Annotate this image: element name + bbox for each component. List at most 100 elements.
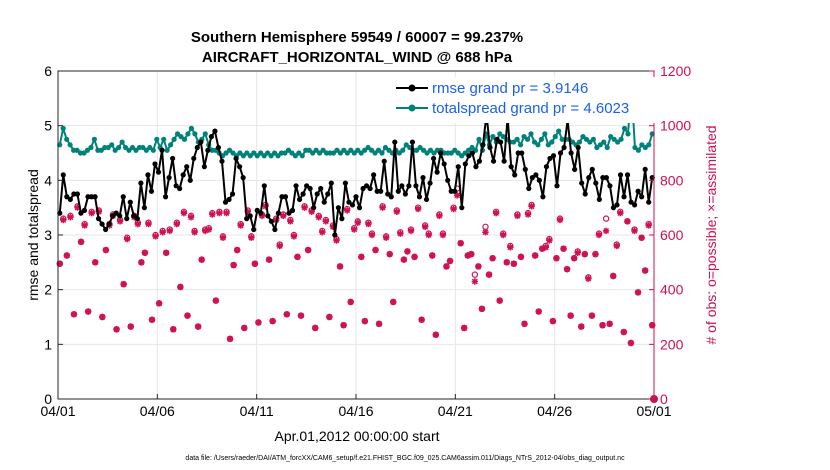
obs-assimilated-stroke bbox=[315, 214, 322, 221]
series-point bbox=[134, 216, 140, 222]
obs-assimilated-marker bbox=[159, 229, 166, 236]
y-axis-ticks: 0 1 2 3 4 5 6 bbox=[44, 63, 63, 407]
series-point bbox=[590, 136, 596, 142]
series-point bbox=[177, 185, 183, 192]
obs-assimilated-stroke bbox=[450, 206, 457, 212]
obs-assimilated-marker bbox=[212, 297, 220, 304]
obs-assimilated-marker bbox=[510, 260, 518, 267]
series-point bbox=[452, 188, 458, 194]
series-point bbox=[109, 142, 115, 148]
obs-assimilated-stroke bbox=[592, 251, 599, 258]
obs-assimilated-stroke bbox=[209, 211, 216, 218]
series-point bbox=[371, 172, 377, 178]
obs-assimilated-marker bbox=[546, 237, 553, 244]
series-point bbox=[400, 147, 406, 153]
legend-label-totalspread: totalspread grand pr = 4.6023 bbox=[432, 100, 629, 117]
y2-tick-label: 0 bbox=[660, 391, 668, 407]
obs-assimilated-stroke bbox=[216, 210, 223, 217]
series-point bbox=[332, 232, 338, 238]
series-point bbox=[64, 194, 70, 200]
obs-assimilated-marker bbox=[617, 209, 624, 217]
series-point bbox=[552, 134, 558, 140]
series-point bbox=[254, 207, 260, 213]
obs-assimilated-stroke bbox=[287, 218, 294, 225]
series-point bbox=[611, 136, 617, 142]
obs-assimilated-marker bbox=[507, 244, 514, 251]
obs-assimilated-marker bbox=[443, 263, 450, 270]
obs-assimilated-stroke bbox=[461, 325, 468, 331]
legend-box bbox=[393, 77, 655, 123]
series-point bbox=[126, 147, 132, 153]
obs-assimilated-stroke bbox=[234, 247, 241, 253]
series-point bbox=[131, 213, 137, 219]
obs-assimilated-stroke bbox=[92, 259, 99, 266]
obs-assimilated-marker bbox=[549, 317, 557, 325]
series-point bbox=[233, 155, 239, 162]
obs-assimilated-stroke bbox=[173, 221, 180, 227]
obs-assimilated-marker bbox=[390, 298, 397, 306]
obs-assimilated-marker bbox=[570, 255, 578, 262]
obs-assimilated-marker bbox=[358, 253, 365, 261]
series-point bbox=[129, 144, 136, 151]
obs-assimilated-stroke bbox=[81, 222, 88, 229]
obs-assimilated-marker bbox=[92, 259, 99, 266]
obs-assimilated-stroke bbox=[567, 312, 574, 319]
series-point bbox=[159, 147, 165, 153]
obs-assimilated-stroke bbox=[479, 305, 485, 312]
obs-assimilated-stroke bbox=[617, 210, 624, 217]
series-point bbox=[339, 216, 345, 222]
series-point bbox=[219, 158, 225, 164]
obs-assimilated-stroke bbox=[564, 266, 570, 273]
x-axis-ticks: 04/01 04/06 04/11 04/16 04/21 04/26 05/01 bbox=[40, 394, 672, 419]
series-point bbox=[561, 144, 567, 151]
obs-assimilated-marker bbox=[620, 328, 628, 336]
obs-assimilated-stroke bbox=[599, 322, 606, 329]
obs-assimilated-marker bbox=[148, 316, 156, 323]
obs-assimilated-stroke bbox=[471, 278, 478, 285]
series-point bbox=[181, 136, 188, 142]
obs-assimilated-stroke bbox=[191, 229, 198, 236]
obs-assimilated-marker bbox=[468, 250, 475, 258]
series-point bbox=[524, 136, 531, 142]
obs-assimilated-stroke bbox=[372, 247, 379, 253]
obs-assimilated-stroke bbox=[638, 234, 645, 241]
series-point bbox=[349, 202, 356, 208]
series-point bbox=[184, 164, 190, 170]
obs-assimilated-marker bbox=[180, 209, 188, 217]
obs-assimilated-stroke bbox=[631, 228, 638, 234]
series-point bbox=[543, 164, 550, 170]
obs-assimilated-stroke bbox=[447, 258, 453, 264]
obs-assimilated-stroke bbox=[159, 229, 166, 236]
obs-assimilated-marker bbox=[336, 263, 344, 270]
series-point bbox=[208, 134, 215, 140]
series-point bbox=[201, 164, 207, 170]
series-point bbox=[494, 136, 500, 142]
obs-assimilated-stroke bbox=[581, 251, 588, 258]
series-point bbox=[168, 142, 174, 148]
obs-assimilated-marker bbox=[634, 289, 642, 296]
obs-count-markers bbox=[56, 185, 658, 403]
obs-assimilated-marker bbox=[407, 227, 415, 235]
series-point bbox=[314, 191, 320, 197]
obs-assimilated-stroke bbox=[510, 260, 517, 267]
series-point bbox=[95, 216, 102, 222]
obs-assimilated-marker bbox=[478, 305, 486, 312]
obs-assimilated-stroke bbox=[542, 244, 549, 251]
series-point bbox=[575, 144, 581, 151]
obs-assimilated-stroke bbox=[376, 320, 382, 327]
obs-assimilated-stroke bbox=[503, 259, 510, 266]
series-point bbox=[318, 185, 324, 192]
obs-assimilated-stroke bbox=[496, 297, 503, 304]
series-point bbox=[106, 221, 112, 227]
obs-assimilated-stroke bbox=[553, 255, 560, 262]
series-point bbox=[251, 226, 257, 233]
obs-assimilated-stroke bbox=[468, 251, 475, 258]
series-point bbox=[363, 183, 370, 189]
obs-assimilated-stroke bbox=[99, 314, 106, 320]
obs-assimilated-stroke bbox=[578, 323, 585, 330]
obs-assimilated-stroke bbox=[259, 212, 265, 219]
obs-assimilated-stroke bbox=[152, 233, 159, 240]
obs-assimilated-stroke bbox=[184, 312, 191, 319]
series-point bbox=[542, 131, 548, 137]
obs-assimilated-marker bbox=[446, 257, 454, 265]
